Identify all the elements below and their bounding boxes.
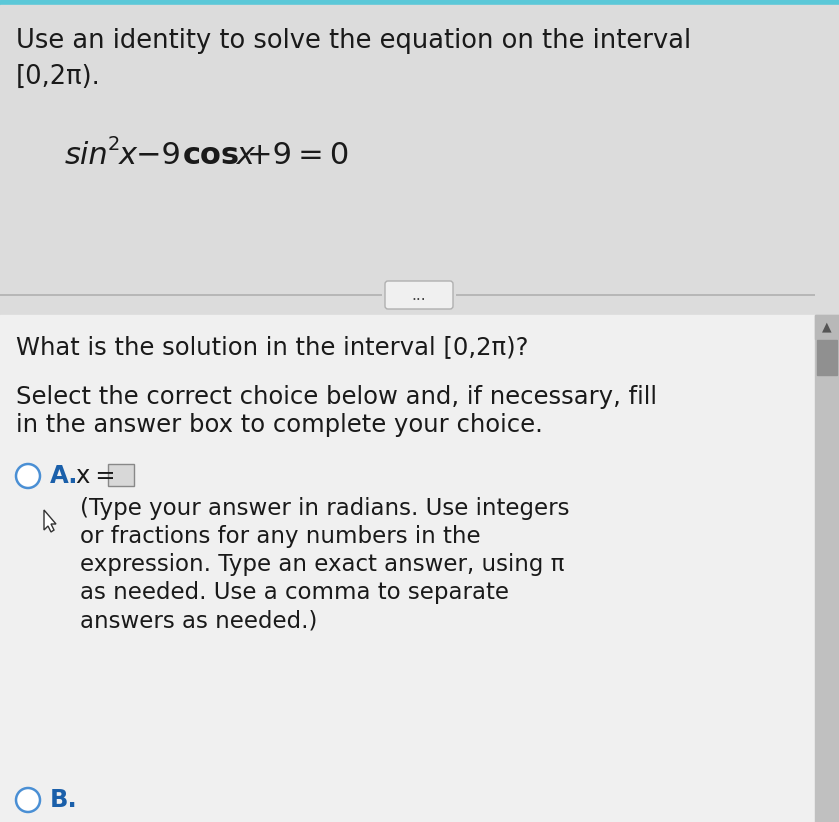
Text: 2: 2 xyxy=(108,135,120,154)
Text: [0,2π).: [0,2π). xyxy=(16,64,101,90)
Bar xyxy=(108,464,134,486)
Text: answers as needed.): answers as needed.) xyxy=(80,609,317,632)
Text: expression. Type an exact answer, using π: expression. Type an exact answer, using … xyxy=(80,553,565,576)
Text: cos: cos xyxy=(183,141,240,169)
Text: sin: sin xyxy=(65,141,109,169)
Text: Use an identity to solve the equation on the interval: Use an identity to solve the equation on… xyxy=(16,28,691,54)
Text: ...: ... xyxy=(412,288,426,302)
Text: in the answer box to complete your choice.: in the answer box to complete your choic… xyxy=(16,413,543,437)
Text: x: x xyxy=(119,141,137,169)
Text: Select the correct choice below and, if necessary, fill: Select the correct choice below and, if … xyxy=(16,385,657,409)
Text: ▲: ▲ xyxy=(822,321,831,334)
Polygon shape xyxy=(44,510,56,532)
Text: or fractions for any numbers in the: or fractions for any numbers in the xyxy=(80,525,481,548)
Circle shape xyxy=(16,788,40,812)
Text: B.: B. xyxy=(50,788,78,812)
Text: A.: A. xyxy=(50,464,79,488)
Text: x =: x = xyxy=(76,464,116,488)
Bar xyxy=(815,315,839,339)
Bar xyxy=(817,340,837,375)
Bar xyxy=(0,315,815,822)
Bar xyxy=(815,315,839,822)
Bar xyxy=(0,0,839,5)
Text: What is the solution in the interval [0,2π)?: What is the solution in the interval [0,… xyxy=(16,335,529,359)
Text: −9: −9 xyxy=(136,141,187,169)
Bar xyxy=(0,5,839,315)
Text: x: x xyxy=(227,141,255,169)
Text: +9 = 0: +9 = 0 xyxy=(247,141,349,169)
Circle shape xyxy=(16,464,40,488)
FancyBboxPatch shape xyxy=(385,281,453,309)
Text: (Type your answer in radians. Use integers: (Type your answer in radians. Use intege… xyxy=(80,497,570,520)
Text: as needed. Use a comma to separate: as needed. Use a comma to separate xyxy=(80,581,509,604)
